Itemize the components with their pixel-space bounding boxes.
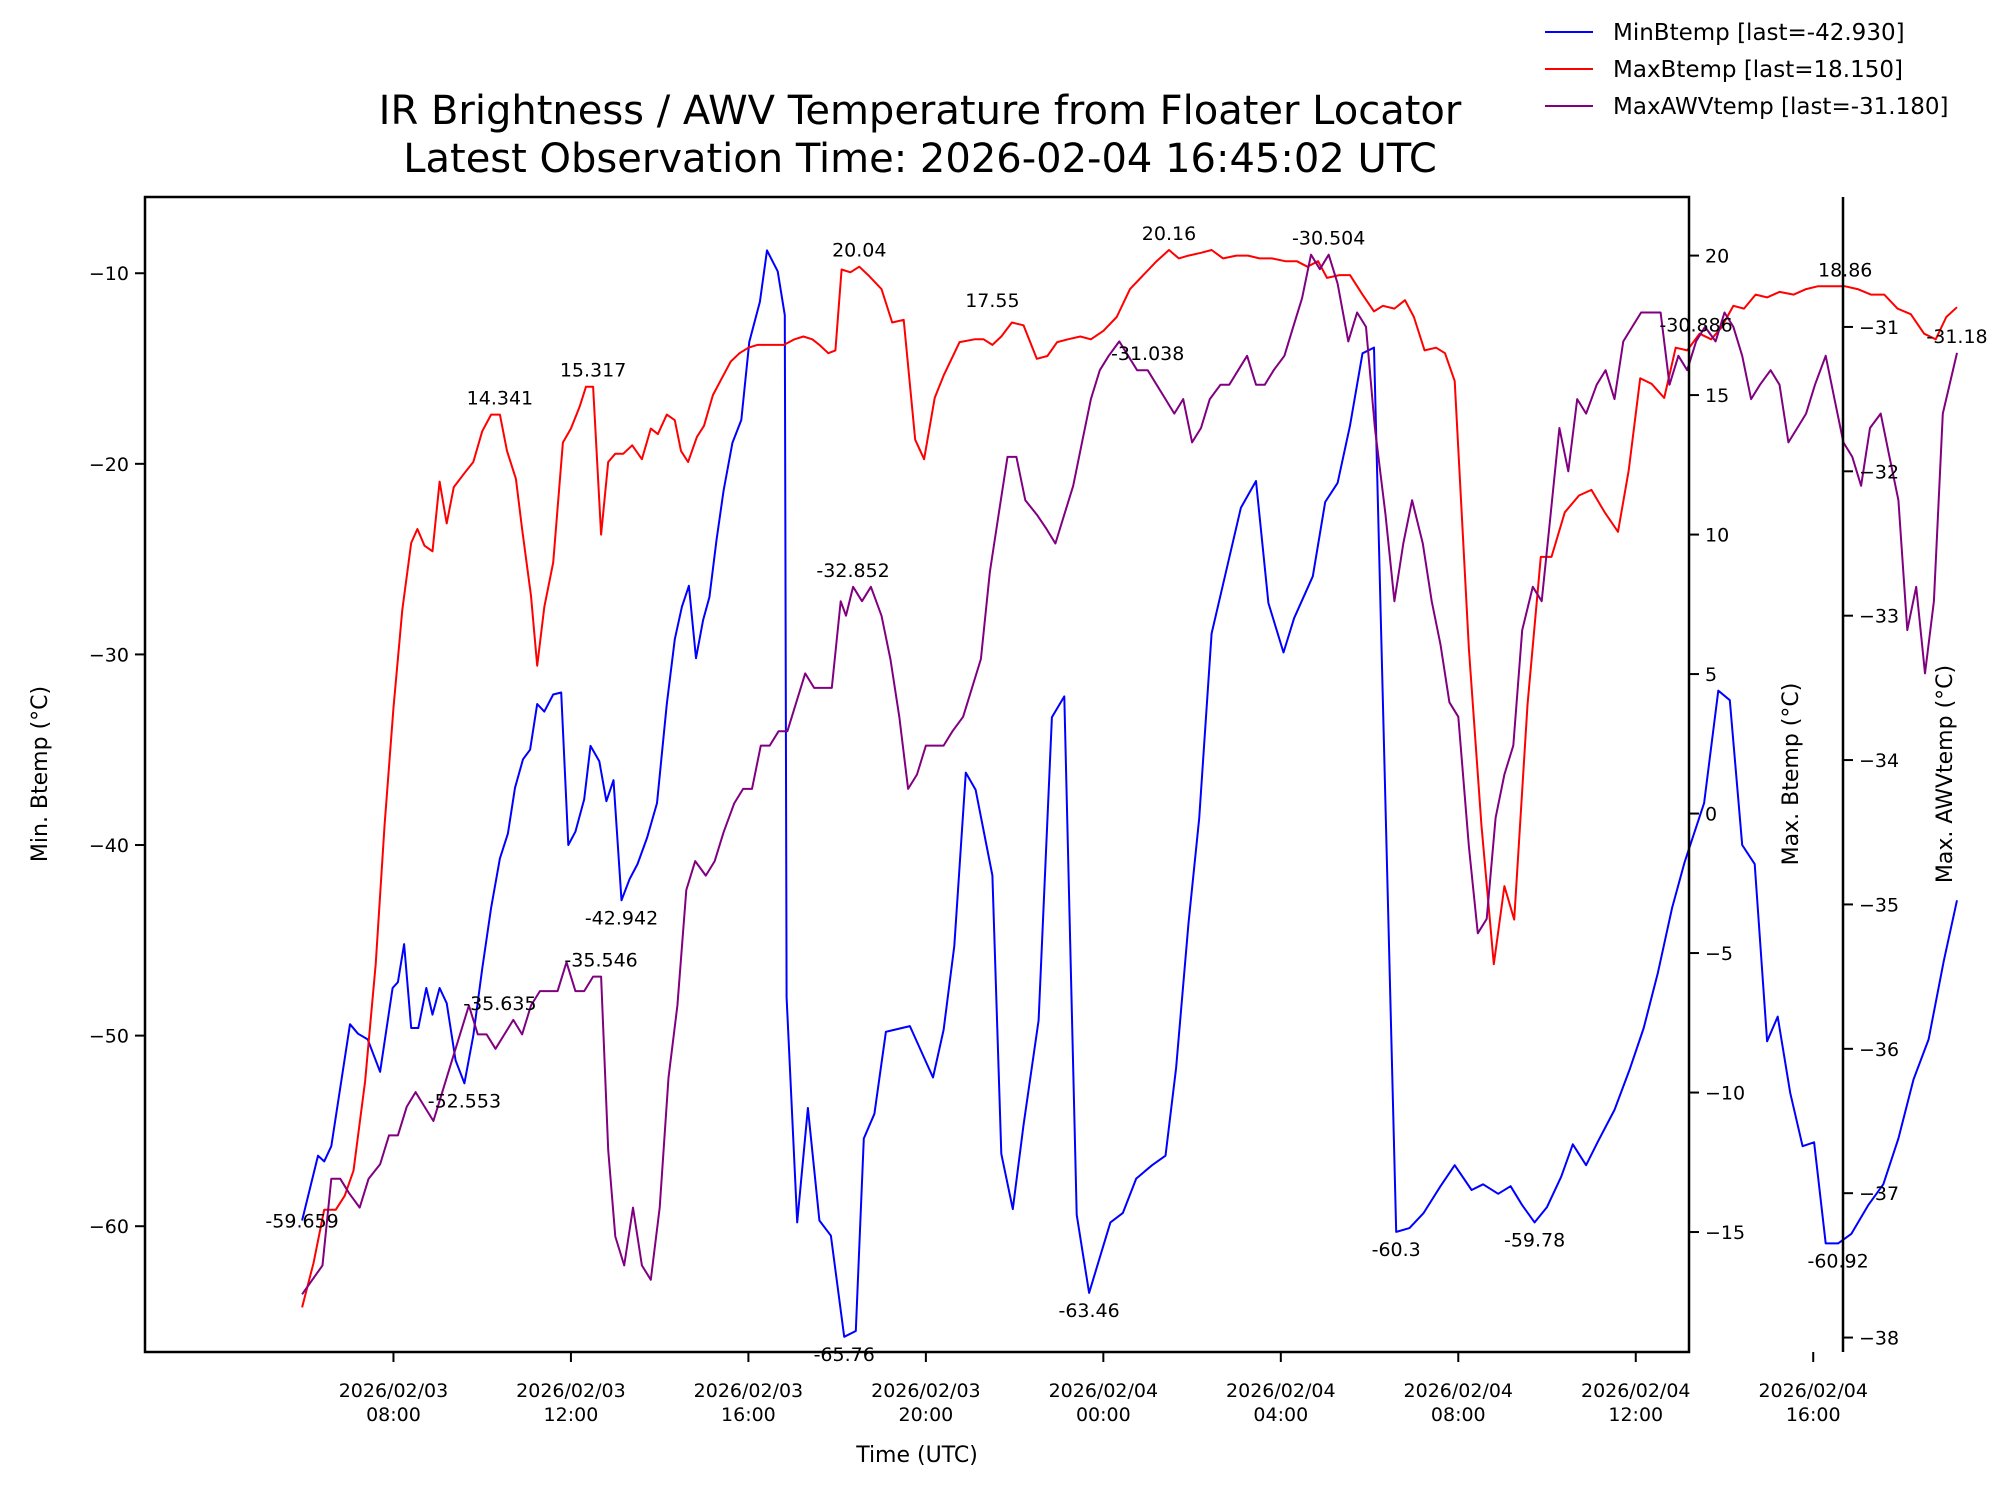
y-right-tick-label: −5	[1705, 943, 1733, 965]
legend-label-maxbtemp: MaxBtemp [last=18.150]	[1613, 57, 1903, 83]
y-right2-tick-label: −37	[1859, 1183, 1899, 1205]
x-tick-label: 08:00	[1431, 1404, 1486, 1426]
annotation-label: -59.78	[1504, 1229, 1565, 1251]
annotation-label: -60.92	[1807, 1250, 1868, 1272]
y-axis-right2-label: Max. AWVtemp (°C)	[1933, 665, 1958, 883]
y-right2-tick-label: −38	[1859, 1328, 1899, 1350]
annotation-label: -52.553	[428, 1090, 501, 1112]
annotation-label: 20.16	[1142, 223, 1196, 245]
y-axis-right-ticks: −15 −10 −5 0 5 10 15 20	[1689, 246, 1745, 1244]
x-tick-label: 12:00	[1608, 1404, 1663, 1426]
annotation-label: 14.341	[467, 388, 533, 410]
plot-frame	[143, 195, 1691, 1354]
x-tick-label: 2026/02/04	[1404, 1380, 1514, 1402]
y-tick-label: −30	[89, 644, 129, 666]
annotation-layer: -59.659 -52.553 -42.942 -65.76 -63.46 -60.3 -5…	[265, 223, 1987, 1366]
x-tick-label: 2026/02/04	[1758, 1380, 1868, 1402]
x-tick-label: 04:00	[1253, 1404, 1308, 1426]
y-right2-tick-label: −34	[1859, 750, 1899, 772]
x-axis-ticks: 2026/02/0308:002026/02/0312:002026/02/03…	[339, 1352, 1868, 1426]
legend-label-maxawvtemp: MaxAWVtemp [last=-31.180]	[1613, 94, 1948, 120]
annotation-label: 15.317	[560, 360, 626, 382]
y-right2-tick-label: −35	[1859, 894, 1899, 916]
y-axis-label: Min. Btemp (°C)	[28, 686, 53, 862]
x-tick-label: 2026/02/04	[1581, 1380, 1691, 1402]
annotation-label: -31.18	[1926, 326, 1987, 348]
x-tick-label: 00:00	[1076, 1404, 1131, 1426]
y-axis-right-label: Max. Btemp (°C)	[1779, 683, 1804, 866]
annotation-label: 20.04	[832, 240, 886, 262]
y-right-tick-label: 0	[1705, 804, 1717, 826]
x-tick-label: 08:00	[366, 1404, 421, 1426]
annotation-label: 18.86	[1818, 259, 1872, 281]
x-tick-label: 2026/02/03	[694, 1380, 804, 1402]
y-tick-label: −20	[89, 454, 129, 476]
annotation-label: -60.3	[1372, 1239, 1421, 1261]
annotation-label: -65.76	[814, 1344, 875, 1366]
y-right-tick-label: 10	[1705, 525, 1729, 547]
x-tick-label: 16:00	[1786, 1404, 1841, 1426]
y-right2-tick-label: −33	[1859, 606, 1899, 628]
x-tick-label: 20:00	[898, 1404, 953, 1426]
annotation-label: -31.038	[1111, 343, 1184, 365]
annotation-label: -35.635	[463, 993, 536, 1015]
y-axis-ticks: −60 −50 −40 −30 −20 −10	[89, 263, 145, 1238]
chart-title-line-1: IR Brightness / AWV Temperature from Flo…	[379, 88, 1462, 134]
x-tick-label: 2026/02/03	[871, 1380, 981, 1402]
chart-title-line-2: Latest Observation Time: 2026-02-04 16:4…	[403, 136, 1437, 182]
y-right-tick-label: −15	[1705, 1222, 1745, 1244]
series-line-0	[301, 249, 1958, 1338]
annotation-label: -42.942	[585, 907, 658, 929]
y-right-tick-label: 5	[1705, 664, 1717, 686]
y-right-tick-label: −10	[1705, 1083, 1745, 1105]
annotation-label: 17.55	[965, 290, 1019, 312]
series-line-1	[301, 249, 1958, 1308]
y-right2-tick-label: −32	[1859, 461, 1899, 483]
y-right2-tick-label: −31	[1859, 317, 1899, 339]
y-right-tick-label: 20	[1705, 246, 1729, 268]
y-tick-label: −60	[89, 1216, 129, 1238]
y-right2-tick-label: −36	[1859, 1039, 1899, 1061]
x-tick-label: 16:00	[721, 1404, 776, 1426]
series-layer	[301, 249, 1958, 1338]
y-tick-label: −40	[89, 835, 129, 857]
x-tick-label: 2026/02/04	[1226, 1380, 1336, 1402]
annotation-label: -35.546	[564, 950, 637, 972]
annotation-label: -30.504	[1292, 228, 1365, 250]
x-axis-label: Time (UTC)	[855, 1443, 978, 1468]
x-tick-label: 2026/02/03	[516, 1380, 626, 1402]
series-line-2	[301, 253, 1958, 1295]
y-tick-label: −10	[89, 263, 129, 285]
y-right-tick-label: 15	[1705, 385, 1729, 407]
annotation-label: -63.46	[1058, 1300, 1119, 1322]
annotation-label: -59.659	[265, 1211, 338, 1233]
x-tick-label: 2026/02/04	[1049, 1380, 1159, 1402]
legend-label-minbtemp: MinBtemp [last=-42.930]	[1613, 20, 1905, 46]
x-tick-label: 2026/02/03	[339, 1380, 449, 1402]
legend: MinBtemp [last=-42.930] MaxBtemp [last=1…	[1545, 20, 1948, 120]
annotation-label: -30.886	[1659, 314, 1732, 336]
x-tick-label: 12:00	[544, 1404, 599, 1426]
y-tick-label: −50	[89, 1026, 129, 1048]
annotation-label: -32.852	[816, 560, 889, 582]
y-axis-right2-ticks: −38 −37 −36 −35 −34 −33 −32 −31	[1843, 317, 1899, 1350]
